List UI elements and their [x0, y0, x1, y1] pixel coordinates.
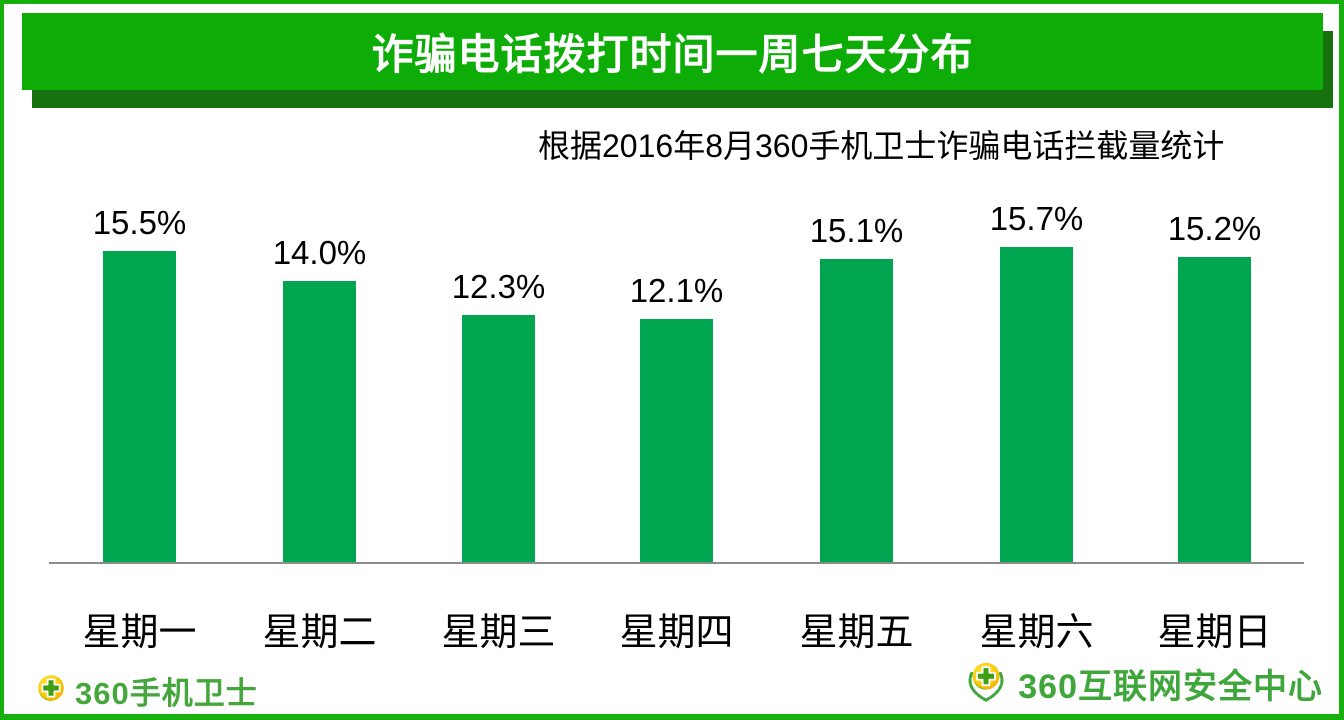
- footer-logo-right-label: 360互联网安全中心: [1018, 668, 1323, 706]
- category-label: 星期二: [262, 612, 377, 654]
- bar-星期三: [462, 315, 535, 563]
- bar-value-label: 15.2%: [1167, 210, 1262, 247]
- bar-value-label: 14.0%: [272, 234, 367, 271]
- bar-value-label: 12.3%: [451, 268, 546, 305]
- bar-value-label: 15.5%: [92, 204, 187, 241]
- bar-value-label: 12.1%: [629, 272, 724, 309]
- 360-ball-cross-icon: [36, 673, 66, 708]
- 360-laurel-emblem-icon: [964, 658, 1008, 709]
- category-label: 星期三: [441, 612, 556, 654]
- bar-星期四: [640, 319, 713, 563]
- category-label: 星期日: [1157, 612, 1272, 654]
- footer-logo-left-label: 360手机卫士: [75, 676, 258, 711]
- category-label: 星期六: [979, 612, 1094, 654]
- page-title: 诈骗电话拨打时间一周七天分布: [371, 31, 974, 78]
- bar-星期六: [1000, 247, 1073, 563]
- bar-星期二: [283, 281, 356, 563]
- category-label: 星期五: [799, 612, 914, 654]
- source-note: 根据2016年8月360手机卫士诈骗电话拦截量统计: [538, 128, 1225, 164]
- bar-星期五: [820, 259, 893, 563]
- footer-logo-360-internet-security-center: 360互联网安全中心: [964, 658, 1323, 709]
- bar-value-label: 15.1%: [809, 212, 904, 249]
- title-banner: 诈骗电话拨打时间一周七天分布: [22, 13, 1323, 90]
- category-label: 星期一: [82, 612, 197, 654]
- bar-value-label: 15.7%: [989, 200, 1084, 237]
- category-label: 星期四: [619, 612, 734, 654]
- x-axis-line: [49, 562, 1304, 564]
- footer-logo-360-mobile-guard: 360手机卫士: [36, 668, 258, 713]
- bar-星期一: [103, 251, 176, 563]
- bar-星期日: [1178, 257, 1251, 563]
